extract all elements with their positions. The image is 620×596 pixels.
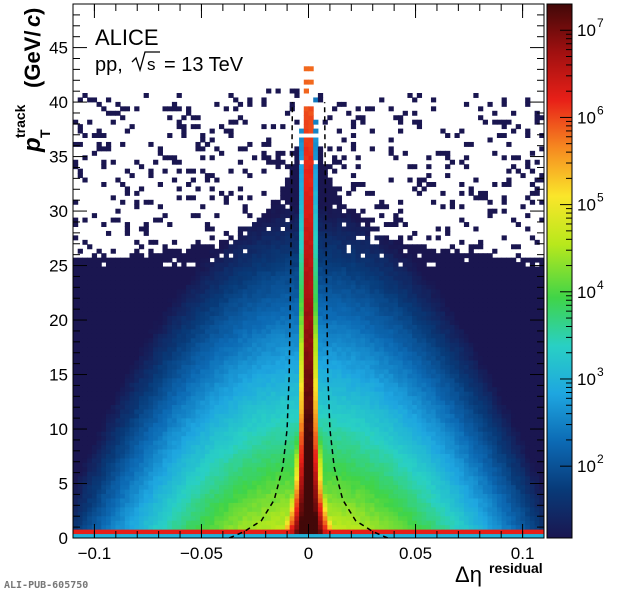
y-tick-label: 25: [49, 257, 68, 276]
y-axis-title: p track T (GeV/ c ): [12, 8, 53, 153]
experiment-label: ALICE: [95, 25, 159, 50]
z-tick-label: 10: [577, 108, 596, 127]
z-tick-exponent: 2: [597, 452, 604, 466]
x-tick-label: −0.1: [78, 544, 112, 563]
y-tick-label: 40: [49, 93, 68, 112]
y-tick-label: 35: [49, 148, 68, 167]
z-tick-exponent: 4: [597, 278, 604, 292]
z-tick-label: 10: [577, 370, 596, 389]
publication-id: ALI-PUB-605750: [4, 580, 89, 591]
y-axis-symbol: p: [19, 137, 46, 153]
y-tick-label: 15: [49, 366, 68, 385]
cut-curve: [229, 102, 388, 538]
z-tick-exponent: 5: [597, 191, 604, 205]
y-axis-unit-c: c: [20, 15, 45, 27]
x-axis-symbol: Δη: [455, 562, 482, 587]
palette-bar: [546, 3, 573, 539]
y-tick-label: 30: [49, 202, 68, 221]
energy-label: = 13 TeV: [164, 54, 244, 76]
z-tick-exponent: 6: [597, 103, 604, 117]
x-axis-title: Δη residual: [455, 560, 543, 587]
x-tick-label: 0.05: [399, 544, 432, 563]
y-tick-label: 20: [49, 311, 68, 330]
y-tick-label: 10: [49, 420, 68, 439]
plot-axes: −0.1 −0.05 0 0.05 0.1 0 5 10 15 20 25 30 35 40 45: [49, 3, 545, 563]
z-tick-label: 10: [577, 196, 596, 215]
y-tick-label: 5: [59, 475, 68, 494]
sqrt-s-symbol: s: [131, 51, 160, 74]
heatmap-cells: [73, 66, 544, 538]
z-tick-exponent: 7: [597, 16, 604, 30]
y-tick-label: 0: [59, 529, 68, 548]
y-axis-unit-close: ): [20, 8, 45, 15]
legend-text: ALICE pp, s = 13 TeV: [95, 25, 244, 76]
y-axis-superscript: track: [12, 104, 28, 138]
system-prefix-label: pp,: [95, 54, 123, 76]
z-tick-label: 10: [577, 457, 596, 476]
x-axis-superscript: residual: [489, 560, 543, 576]
z-tick-label: 10: [577, 283, 596, 302]
x-tick-label: 0: [304, 544, 313, 563]
y-axis-subscript: T: [37, 129, 53, 138]
x-tick-label: 0.1: [511, 544, 535, 563]
z-tick-exponent: 3: [597, 365, 604, 379]
y-tick-label: 45: [49, 39, 68, 58]
z-tick-label: 10: [577, 21, 596, 40]
y-axis-unit-open: (GeV/: [20, 31, 45, 88]
x-tick-label: −0.05: [180, 544, 223, 563]
